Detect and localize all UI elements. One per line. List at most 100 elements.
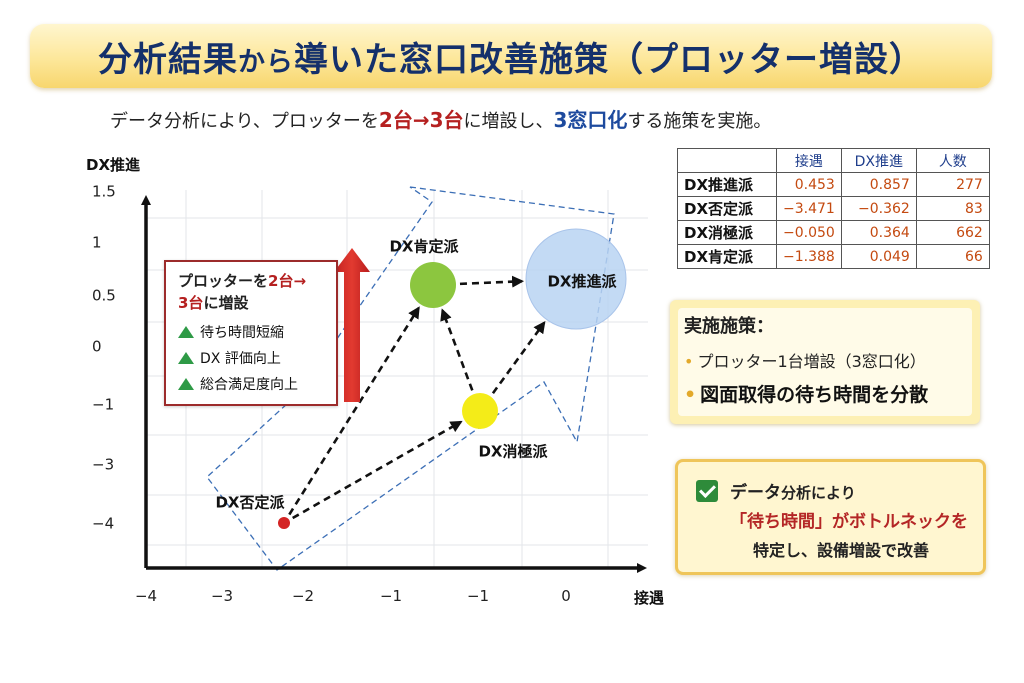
finding-line1-bold: データ: [730, 483, 781, 503]
chart-arrows: [288, 275, 546, 520]
table-cell: 0.049: [840, 244, 917, 269]
green-up-arrow-icon: [178, 378, 194, 390]
y-tick-label: −1: [92, 396, 114, 414]
callout-line1-red: 2台→: [268, 272, 307, 290]
callout-line2-red: 3台: [178, 294, 204, 312]
subtitle-from-to: 2台→3台: [378, 108, 464, 132]
x-tick-label: −1: [380, 587, 402, 605]
measures-item: • プロッター1台増設（3窓口化）: [684, 348, 926, 372]
x-axis-label: 接遇: [634, 589, 664, 607]
table-header: DX推進: [840, 148, 917, 173]
table-cell: 0.364: [840, 220, 917, 245]
point-DX否定派: [278, 517, 290, 529]
checkmark-icon: [696, 480, 718, 502]
table-row: DX肯定派 −1.388 0.049 66: [677, 244, 990, 269]
finding-line2: 「待ち時間」がボトルネックを: [730, 512, 968, 532]
table-cell: 277: [915, 172, 990, 197]
callout-line2-post: に増設: [203, 294, 249, 312]
y-tick-label: −4: [92, 515, 114, 533]
callout-item-label: 待ち時間短縮: [200, 325, 284, 341]
table-corner: [677, 148, 777, 173]
point-DX消極派: [462, 393, 498, 429]
chart-point-labels: DX否定派 DX消極派 DX肯定派 DX推進派: [215, 238, 617, 512]
table-row: DX消極派 −0.050 0.364 662: [677, 220, 990, 245]
y-tick-label: −3: [92, 456, 114, 474]
effect-callout: プロッターを2台→ 3台に増設 待ち時間短縮 DX 評価向上 総合満足度向上: [164, 260, 338, 406]
y-tick-label: 1: [92, 234, 102, 252]
flow-arrow: [440, 308, 474, 391]
title-part2: から: [238, 46, 294, 78]
callout-item-label: DX 評価向上: [200, 351, 281, 367]
table-header: 人数: [915, 148, 990, 173]
subtitle-window: 3窓口化: [553, 108, 628, 132]
table-cell: −0.362: [840, 196, 917, 221]
finding-line3: 特定し、設備増設で改善: [753, 541, 930, 560]
measures-heading: 実施施策：: [684, 316, 774, 337]
callout-line2: 3台に増設: [178, 292, 248, 313]
callout-item: 総合満足度向上: [178, 374, 298, 394]
subtitle-post: する施策を実施。: [627, 111, 772, 132]
bullet-icon: •: [684, 352, 694, 371]
point-DX推進派: [525, 228, 627, 330]
y-tick-label: 1.5: [92, 183, 116, 201]
flow-arrow: [288, 306, 420, 516]
subtitle: データ分析により、プロッターを2台→3台に増設し、3窓口化する施策を実施。: [110, 104, 771, 133]
x-tick-label: 0: [561, 587, 571, 605]
table-cell-name: DX否定派: [677, 196, 777, 221]
table-cell: −3.471: [776, 196, 842, 221]
table-row: DX否定派 −3.471 −0.362 83: [677, 196, 990, 221]
point-DX肯定派: [410, 262, 456, 308]
measures-box: 実施施策： • プロッター1台増設（3窓口化） • 図面取得の待ち時間を分散: [670, 300, 980, 424]
flow-arrow: [292, 420, 463, 520]
measures-inner: [678, 308, 972, 416]
subtitle-pre: データ分析により、プロッターを: [110, 111, 379, 132]
measures-item-label: プロッター1台増設（3窓口化）: [697, 352, 926, 371]
callout-item: DX 評価向上: [178, 348, 281, 368]
point-label: DX消極派: [478, 443, 548, 461]
title-banner: 分析結果から導いた窓口改善施策（プロッター増設）: [30, 24, 992, 88]
table-cell-name: DX消極派: [677, 220, 777, 245]
callout-item-label: 総合満足度向上: [200, 377, 298, 393]
y-axis-label: DX推進: [86, 156, 141, 174]
table-cell: 0.857: [840, 172, 917, 197]
callout-line1: プロッターを2台→: [178, 270, 306, 291]
table-cell-name: DX肯定派: [677, 244, 777, 269]
x-tick-label: −3: [211, 587, 233, 605]
flow-arrow: [459, 275, 525, 288]
chart-points: [278, 228, 627, 529]
table-row: DX推進派 0.453 0.857 277: [677, 172, 990, 197]
page-title: 分析結果から導いた窓口改善施策（プロッター増設）: [98, 32, 924, 81]
point-label: DX推進派: [547, 273, 617, 291]
table-cell: 662: [915, 220, 990, 245]
green-up-arrow-icon: [178, 326, 194, 338]
table-cell: 83: [915, 196, 990, 221]
chart-ticks: −4 −3 −2 −1 −1 0 1.5 1 0.5 0 −1 −3 −4: [92, 183, 571, 606]
callout-line1-pre: プロッターを: [178, 272, 269, 290]
table-header-row: 接遇 DX推進 人数: [677, 148, 990, 173]
big-up-arrow-icon: [334, 248, 370, 402]
y-tick-label: 0: [92, 338, 102, 356]
title-part1: 分析結果: [98, 39, 238, 80]
table-cell: −0.050: [776, 220, 842, 245]
finding-line1-rest: 分析により: [781, 484, 856, 502]
x-tick-label: −1: [467, 587, 489, 605]
measures-item-label: 図面取得の待ち時間を分散: [700, 384, 929, 406]
flow-arrow: [491, 321, 546, 394]
finding-line1: データ分析により: [730, 478, 856, 503]
point-label: DX肯定派: [389, 238, 459, 256]
green-up-arrow-icon: [178, 352, 194, 364]
point-label: DX否定派: [215, 494, 285, 512]
table-header: 接遇: [776, 148, 842, 173]
segment-stats-table: 接遇 DX推進 人数 DX推進派 0.453 0.857 277 DX否定派 −…: [677, 148, 990, 269]
table-cell: 0.453: [776, 172, 842, 197]
table-cell-name: DX推進派: [677, 172, 777, 197]
x-tick-label: −2: [292, 587, 314, 605]
title-part3: 導いた窓口改善施策（プロッター増設）: [294, 39, 924, 80]
table-cell: 66: [915, 244, 990, 269]
subtitle-mid: に増設し、: [463, 111, 554, 132]
y-tick-label: 0.5: [92, 287, 116, 305]
x-tick-label: −4: [135, 587, 157, 605]
callout-item: 待ち時間短縮: [178, 322, 284, 342]
table-cell: −1.388: [776, 244, 842, 269]
